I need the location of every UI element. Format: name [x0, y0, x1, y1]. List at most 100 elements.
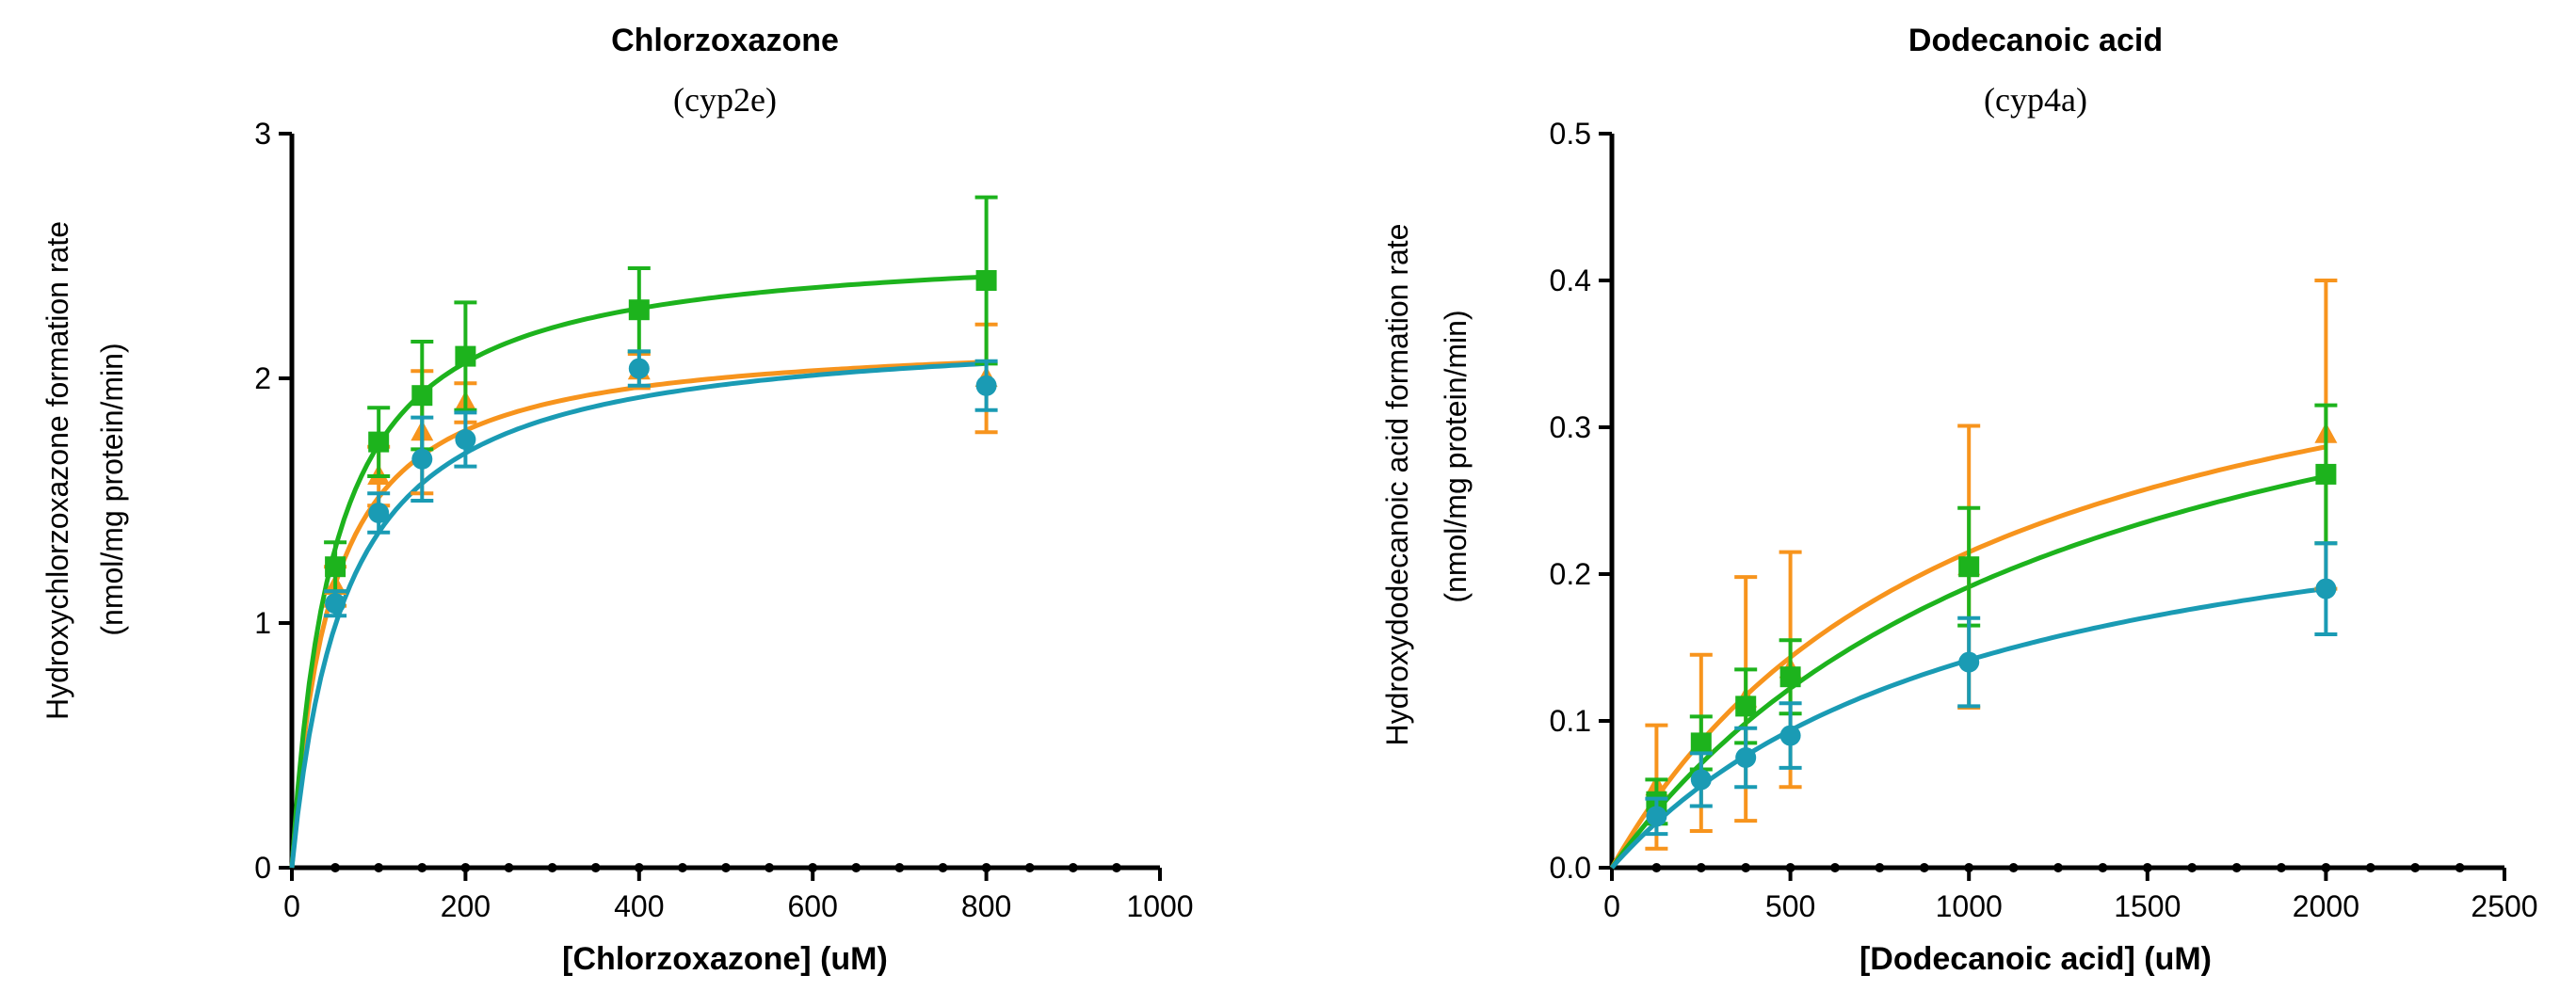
data-point-green — [411, 385, 433, 407]
x-axis-dot — [1785, 863, 1795, 872]
data-point-teal — [325, 593, 346, 615]
data-point-teal — [975, 375, 997, 396]
x-tick-label: 0 — [1603, 889, 1620, 923]
x-axis-dot — [2231, 863, 2242, 872]
x-axis-dot — [2053, 863, 2063, 872]
x-axis-dot — [330, 863, 341, 872]
x-axis-label: [Dodecanoic acid] (uM) — [1860, 941, 2212, 977]
x-axis-dot — [981, 863, 991, 872]
x-tick-label: 500 — [1765, 889, 1815, 923]
y-tick-label: 3 — [254, 117, 271, 151]
x-tick-label: 2000 — [2293, 889, 2359, 923]
x-axis-dot — [634, 863, 644, 872]
data-point-green — [628, 299, 650, 321]
x-axis-dot — [765, 863, 775, 872]
x-axis-dot — [504, 863, 514, 872]
x-axis-dot — [547, 863, 557, 872]
x-axis-dot — [1024, 863, 1035, 872]
x-tick-label: 600 — [788, 889, 838, 923]
x-axis-dot — [2410, 863, 2421, 872]
y-tick-label: 0.1 — [1550, 704, 1591, 738]
x-axis-dot — [1741, 863, 1751, 872]
plot-area: 0.0 0.1 0.2 0.3 0.4 0.5 0 500 1000 1500 2000 2500 — [1550, 117, 2538, 923]
fit-curve-orange — [289, 360, 987, 869]
x-tick-label: 1000 — [1126, 889, 1193, 923]
fit-curve-teal — [289, 360, 987, 869]
y-axis-label-units: (nmol/mg protein/min) — [95, 343, 129, 635]
x-axis-dot — [721, 863, 731, 872]
x-axis-dot — [374, 863, 384, 872]
data-point-green — [975, 270, 997, 291]
data-point-teal — [1779, 725, 1801, 746]
data-point-teal — [2315, 578, 2337, 599]
x-axis-dot — [2277, 863, 2286, 872]
x-axis-dot — [1111, 863, 1121, 872]
data-point-teal — [1958, 651, 1980, 673]
x-axis-dot — [2142, 863, 2152, 872]
x-axis-label: [Chlorzoxazone] (uM) — [562, 941, 888, 977]
x-axis-dot — [2365, 863, 2375, 872]
x-axis-dot — [1830, 863, 1840, 872]
x-axis-dot — [2008, 863, 2019, 872]
chart-subtitle: (cyp2e) — [673, 81, 777, 119]
x-axis-dot — [894, 863, 905, 872]
x-axis-dot — [2187, 863, 2198, 872]
x-tick-label: 400 — [614, 889, 664, 923]
data-point-green — [325, 556, 346, 578]
chart-chlorzoxazone: Chlorzoxazone (cyp2e) Hydroxychlorzoxazo… — [40, 23, 1194, 977]
x-tick-label: 200 — [441, 889, 491, 923]
x-axis-dot — [1068, 863, 1078, 872]
x-axis-dot — [1875, 863, 1885, 872]
y-axis-label: Hydroxychlorzoxazone formation rate — [40, 221, 74, 720]
x-axis-dot — [2321, 863, 2331, 872]
x-axis-dot — [1964, 863, 1974, 872]
chart-title: Chlorzoxazone — [611, 23, 839, 58]
y-tick-label: 2 — [254, 361, 271, 395]
y-tick-label: 0 — [254, 851, 271, 885]
x-axis-dot — [460, 863, 471, 872]
x-axis-dot — [1696, 863, 1706, 872]
x-axis-dot — [2098, 863, 2108, 872]
data-point-teal — [455, 429, 476, 450]
data-point-green — [1958, 556, 1980, 578]
x-axis-dot — [1919, 863, 1929, 872]
y-axis-label: Hydroxydodecanoic acid formation rate — [1380, 224, 1414, 746]
data-point-teal — [411, 448, 433, 470]
y-axis-label-units: (nmol/mg protein/min) — [1439, 310, 1473, 602]
plot-area: 0 1 2 3 0 200 400 600 800 1000 — [254, 117, 1193, 923]
x-tick-label: 0 — [283, 889, 300, 923]
data-point-teal — [1646, 806, 1667, 827]
x-tick-label: 1500 — [2114, 889, 2181, 923]
chart-title: Dodecanoic acid — [1908, 23, 2163, 58]
y-tick-label: 0.4 — [1550, 264, 1591, 297]
chart-dodecanoic-acid: Dodecanoic acid (cyp4a) Hydroxydodecanoi… — [1380, 23, 2538, 977]
data-point-teal — [1690, 769, 1712, 791]
data-point-teal — [368, 503, 390, 523]
data-point-teal — [1735, 747, 1757, 768]
x-axis-dot — [677, 863, 687, 872]
data-point-green — [455, 345, 476, 367]
y-tick-label: 0.0 — [1550, 851, 1591, 885]
x-axis-dot — [417, 863, 427, 872]
x-axis-dot — [2455, 863, 2465, 872]
x-axis-dot — [808, 863, 818, 872]
y-tick-label: 1 — [254, 606, 271, 640]
x-tick-label: 800 — [961, 889, 1011, 923]
x-axis-dot — [851, 863, 861, 872]
x-axis-dot — [1651, 863, 1662, 872]
data-point-teal — [628, 358, 650, 379]
x-axis-dot — [938, 863, 948, 872]
data-point-green — [1779, 666, 1801, 688]
y-tick-label: 0.3 — [1550, 410, 1591, 444]
data-point-green — [1690, 732, 1712, 754]
x-tick-label: 1000 — [1936, 889, 2003, 923]
data-point-green — [2315, 463, 2337, 485]
data-point-green — [1735, 695, 1757, 717]
x-tick-label: 2500 — [2471, 889, 2537, 923]
data-point-green — [368, 431, 390, 453]
y-tick-label: 0.5 — [1550, 117, 1591, 151]
x-axis-dot — [590, 863, 601, 872]
y-tick-label: 0.2 — [1550, 557, 1591, 591]
chart-subtitle: (cyp4a) — [1984, 81, 2087, 119]
